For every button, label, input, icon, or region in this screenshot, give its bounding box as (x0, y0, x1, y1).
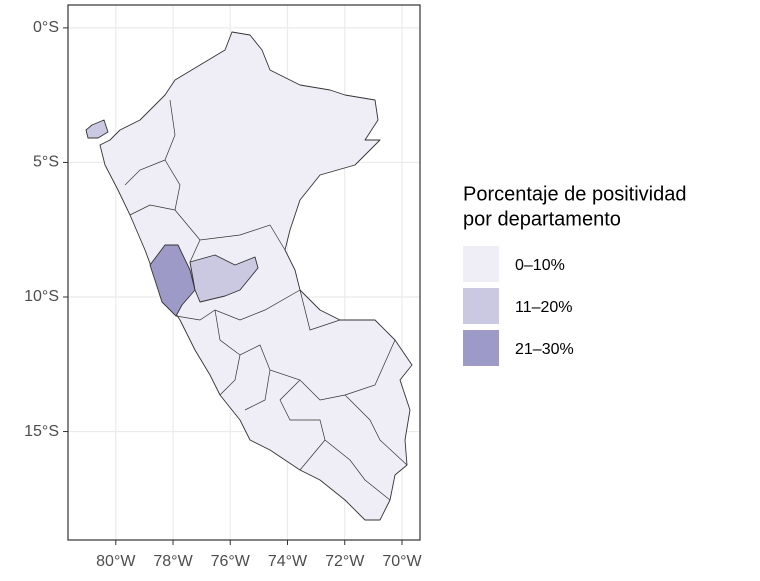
map (85, 31, 413, 521)
legend-key (463, 330, 499, 366)
legend-title: por departamento (463, 208, 621, 230)
x-tick-label: 70°W (382, 553, 422, 570)
y-tick-label: 5°S (33, 154, 59, 171)
country-region (99, 31, 413, 521)
y-tick-label: 15°S (24, 423, 59, 440)
legend-key (463, 246, 499, 282)
x-tick-label: 80°W (96, 553, 136, 570)
x-tick-label: 74°W (268, 553, 308, 570)
legend-title: Porcentaje de positividad (463, 183, 686, 205)
legend-label: 21–30% (515, 341, 574, 358)
y-tick-label: 10°S (24, 288, 59, 305)
x-tick-label: 72°W (325, 553, 365, 570)
legend: Porcentaje de positividad por departament… (463, 183, 686, 366)
tumbes-region (85, 119, 109, 139)
huanuco-region (189, 254, 259, 303)
x-tick-label: 76°W (211, 553, 251, 570)
legend-key (463, 288, 499, 324)
department-border (124, 99, 408, 501)
panel-border (67, 4, 421, 541)
x-tick-label: 78°W (153, 553, 193, 570)
legend-label: 0–10% (515, 257, 565, 274)
y-tick-label: 0°S (33, 19, 59, 36)
legend-label: 11–20% (515, 299, 573, 316)
